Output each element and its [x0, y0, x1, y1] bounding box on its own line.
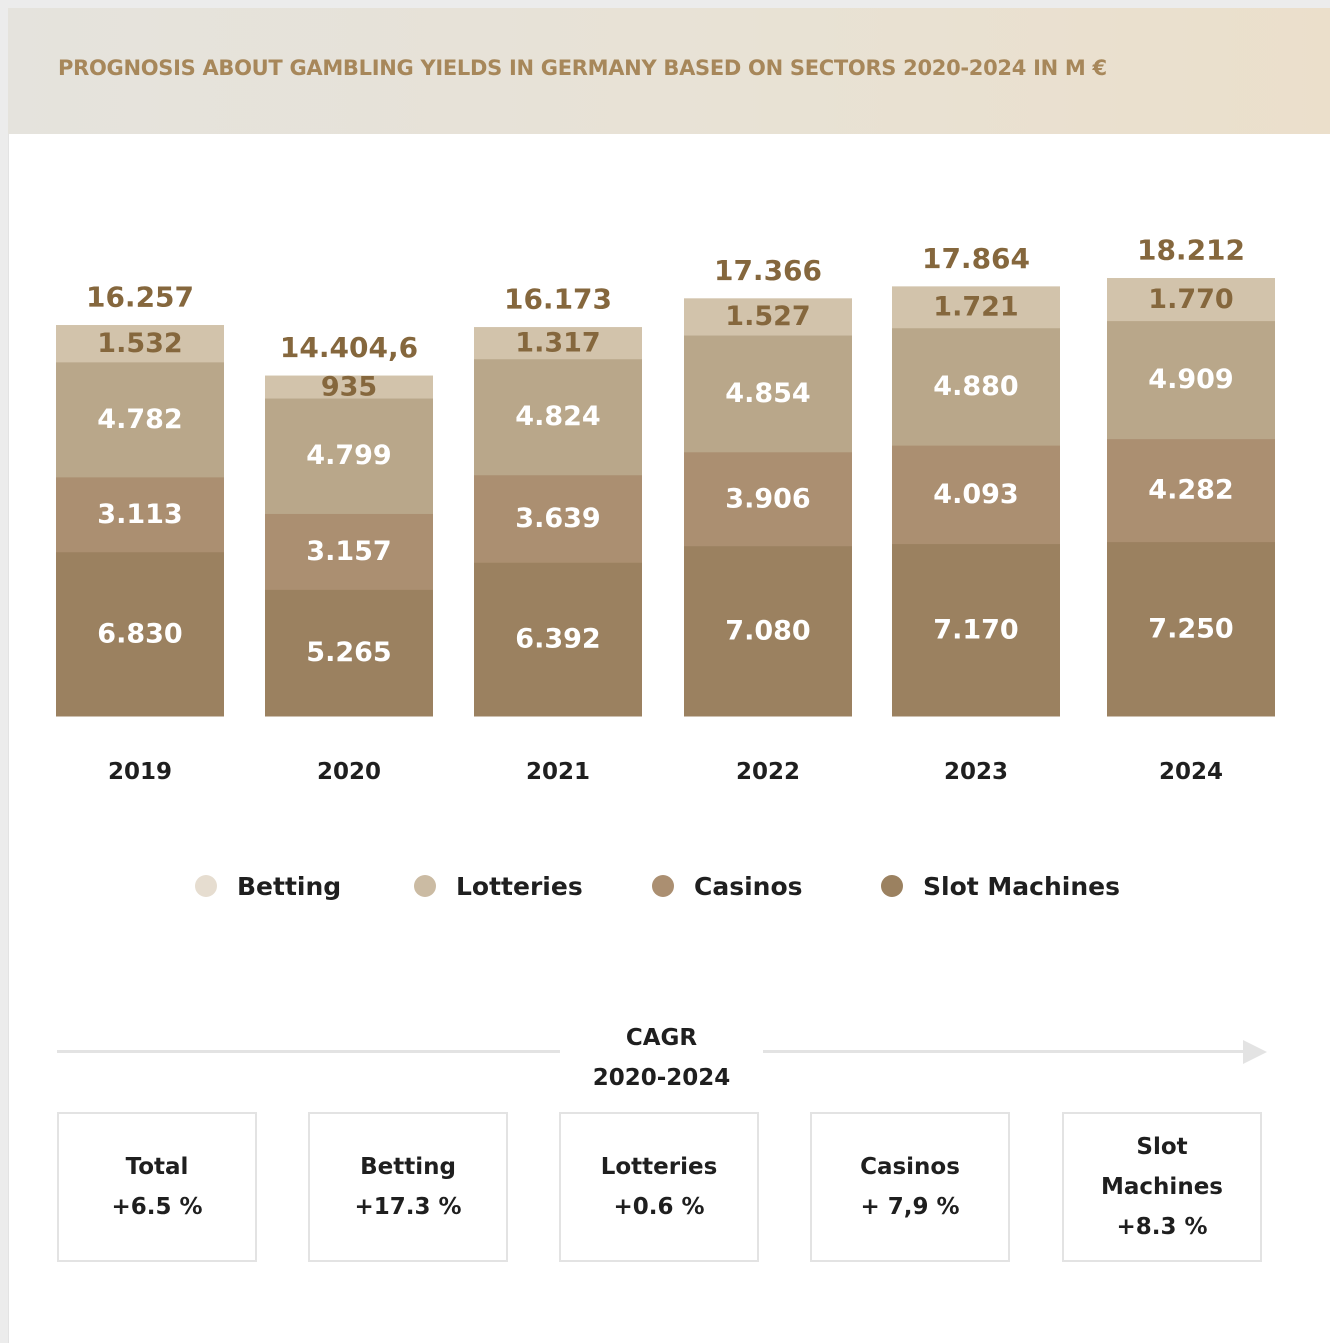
- bar-label-slot-machines-2021: 6.392: [515, 624, 600, 655]
- total-label-2019: 16.257: [86, 281, 194, 314]
- bar-segment-lotteries-2023: [892, 327, 1060, 446]
- bar-segment-slot-machines-2021: [474, 562, 642, 717]
- bar-label-lotteries-2019: 4.782: [97, 404, 182, 435]
- bar-label-casinos-2020: 3.157: [306, 536, 391, 567]
- x-tick-label-2019: 2019: [108, 759, 172, 785]
- bar-segment-slot-machines-2023: [892, 543, 1060, 717]
- bar-label-slot-machines-2019: 6.830: [97, 618, 182, 649]
- cagr-value-casinos: + 7,9 %: [860, 1194, 960, 1220]
- bar-segment-casinos-2024: [1107, 438, 1275, 543]
- bar-label-casinos-2023: 4.093: [933, 479, 1018, 510]
- bar-segment-betting-2019: [56, 325, 224, 363]
- bar-label-lotteries-2021: 4.824: [515, 401, 600, 432]
- bar-segment-casinos-2021: [474, 474, 642, 563]
- legend-dot-casinos: [652, 875, 674, 897]
- legend-label-lotteries: Lotteries: [456, 871, 583, 901]
- bar-segment-betting-2021: [474, 327, 642, 360]
- arrow-right-icon: [1243, 1040, 1267, 1064]
- bar-segment-casinos-2019: [56, 476, 224, 553]
- bar-label-betting-2021: 1.317: [515, 327, 600, 358]
- bar-label-casinos-2019: 3.113: [97, 499, 182, 530]
- bar-label-slot-machines-2022: 7.080: [725, 615, 810, 646]
- bar-label-lotteries-2020: 4.799: [306, 440, 391, 471]
- total-label-2022: 17.366: [714, 254, 822, 287]
- x-tick-label-2022: 2022: [736, 759, 800, 785]
- chart-legend: Betting Lotteries Casinos Slot Machines: [0, 866, 1330, 906]
- x-tick-label-2020: 2020: [317, 759, 381, 785]
- bar-segment-slot-machines-2019: [56, 551, 224, 717]
- bar-segment-casinos-2022: [684, 451, 852, 547]
- cagr-label-betting: Betting: [360, 1154, 456, 1180]
- cagr-title-line2: 2020-2024: [592, 1065, 731, 1091]
- bar-label-betting-2019: 1.532: [97, 328, 182, 359]
- bar-label-lotteries-2022: 4.854: [725, 378, 810, 409]
- bar-label-betting-2022: 1.527: [725, 301, 810, 332]
- cagr-label-casinos: Casinos: [860, 1154, 960, 1180]
- cagr-value-betting: +17.3 %: [354, 1194, 462, 1220]
- chart-header: [8, 8, 1330, 134]
- legend-item-slot-machines: Slot Machines: [881, 866, 1120, 906]
- bar-segment-betting-2023: [892, 286, 1060, 329]
- bar-segment-betting-2020: [265, 375, 433, 399]
- legend-dot-lotteries: [414, 875, 436, 897]
- bar-segment-lotteries-2019: [56, 361, 224, 478]
- bar-label-betting-2020: 935: [321, 371, 377, 402]
- cagr-value-lotteries: +0.6 %: [613, 1194, 705, 1220]
- legend-label-slot-machines: Slot Machines: [923, 871, 1120, 901]
- stacked-bar-chart: 6.830 3.113 4.782 1.532 16.257 2019 5.265 3.157…: [56, 234, 1275, 785]
- bar-label-slot-machines-2023: 7.170: [933, 614, 1018, 645]
- total-label-2021: 16.173: [504, 283, 612, 316]
- bar-segment-slot-machines-2022: [684, 545, 852, 717]
- bar-segment-lotteries-2020: [265, 398, 433, 514]
- bar-segment-casinos-2020: [265, 513, 433, 590]
- bar-segment-slot-machines-2020: [265, 589, 433, 717]
- bar-label-lotteries-2024: 4.909: [1148, 364, 1233, 395]
- chart-title: PROGNOSIS ABOUT GAMBLING YIELDS IN GERMA…: [58, 56, 1107, 80]
- x-tick-label-2023: 2023: [944, 759, 1008, 785]
- bar-segment-betting-2022: [684, 298, 852, 336]
- legend-item-lotteries: Lotteries: [414, 866, 583, 906]
- total-label-2020: 14.404,6: [280, 331, 418, 364]
- bar-label-betting-2024: 1.770: [1148, 284, 1233, 315]
- bar-label-casinos-2024: 4.282: [1148, 475, 1233, 506]
- cagr-label-total: Total: [125, 1154, 189, 1180]
- bar-segment-lotteries-2022: [684, 335, 852, 453]
- bar-segment-lotteries-2024: [1107, 320, 1275, 440]
- cagr-line-left: [57, 1050, 560, 1053]
- bar-segment-casinos-2023: [892, 445, 1060, 545]
- legend-label-casinos: Casinos: [694, 871, 803, 901]
- cagr-box-slot-machines: Slot Machines +8.3 %: [1062, 1112, 1262, 1262]
- bar-label-casinos-2021: 3.639: [515, 503, 600, 534]
- bar-label-casinos-2022: 3.906: [725, 483, 810, 514]
- x-tick-label-2024: 2024: [1159, 759, 1223, 785]
- cagr-box-total: Total +6.5 %: [57, 1112, 257, 1262]
- cagr-value-slot-machines: +8.3 %: [1116, 1214, 1208, 1240]
- cagr-title: CAGR 2020-2024: [560, 1018, 763, 1098]
- cagr-line-right: [763, 1050, 1245, 1053]
- total-label-2024: 18.212: [1137, 234, 1245, 267]
- legend-dot-betting: [195, 875, 217, 897]
- cagr-value-total: +6.5 %: [111, 1194, 203, 1220]
- x-tick-label-2021: 2021: [526, 759, 590, 785]
- bar-label-slot-machines-2024: 7.250: [1148, 613, 1233, 644]
- legend-label-betting: Betting: [237, 871, 342, 901]
- cagr-label-lotteries: Lotteries: [600, 1154, 718, 1180]
- bar-label-lotteries-2023: 4.880: [933, 371, 1018, 402]
- bar-segment-betting-2024: [1107, 278, 1275, 322]
- bar-segment-slot-machines-2024: [1107, 541, 1275, 717]
- legend-item-casinos: Casinos: [652, 866, 803, 906]
- bar-segment-lotteries-2021: [474, 358, 642, 476]
- cagr-box-lotteries: Lotteries +0.6 %: [559, 1112, 759, 1262]
- total-label-2023: 17.864: [922, 242, 1030, 275]
- legend-dot-slot-machines: [881, 875, 903, 897]
- cagr-box-casinos: Casinos + 7,9 %: [810, 1112, 1010, 1262]
- cagr-box-betting: Betting +17.3 %: [308, 1112, 508, 1262]
- bar-label-betting-2023: 1.721: [933, 292, 1018, 323]
- cagr-title-line1: CAGR: [625, 1025, 698, 1051]
- legend-item-betting: Betting: [195, 866, 341, 906]
- bar-label-slot-machines-2020: 5.265: [306, 637, 391, 668]
- cagr-label-slot-machines: Slot Machines: [1101, 1134, 1223, 1200]
